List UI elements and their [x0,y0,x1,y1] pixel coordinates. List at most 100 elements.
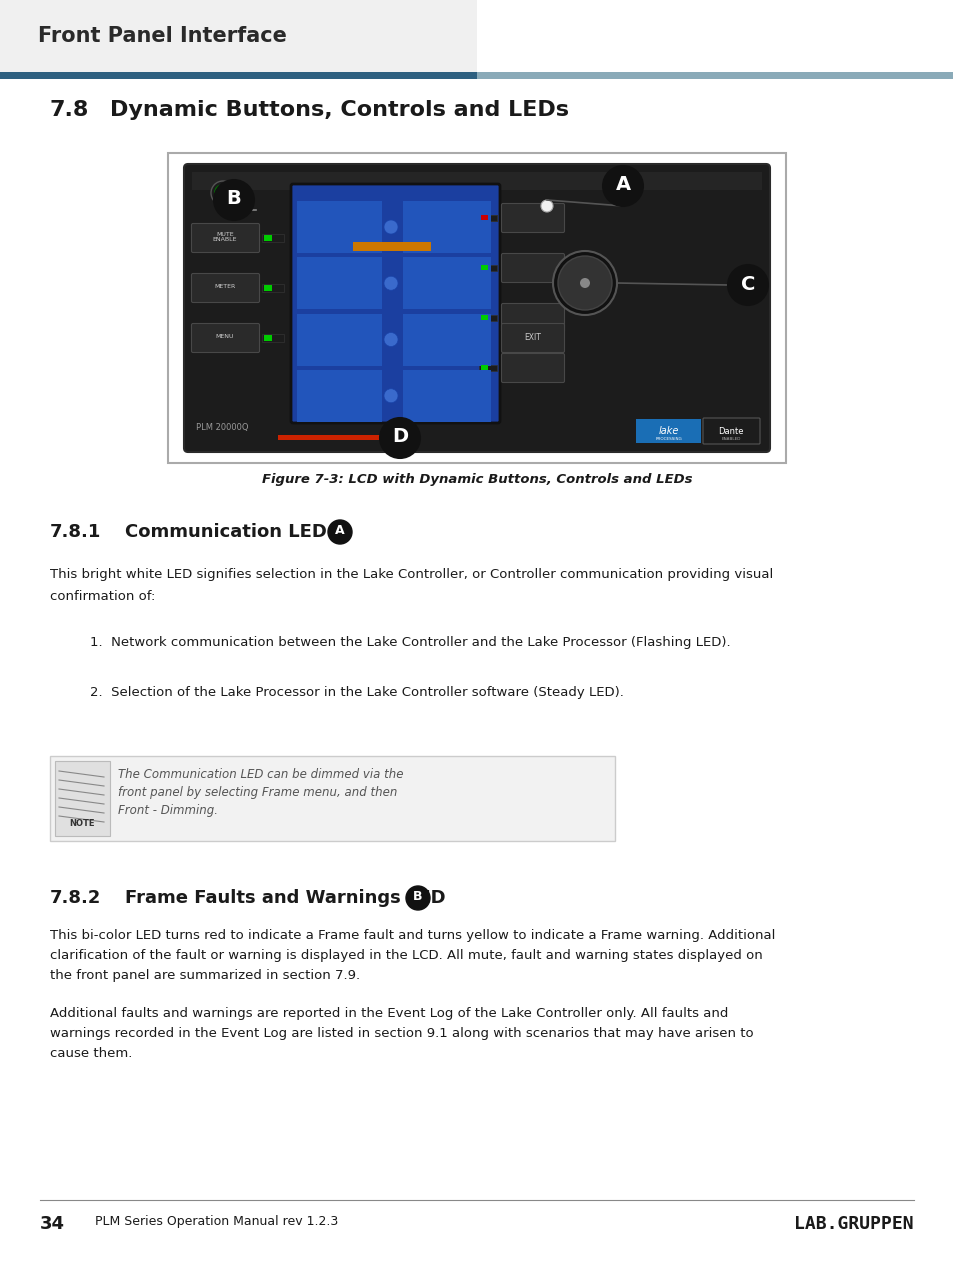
Circle shape [558,256,612,309]
Bar [353,242,431,251]
Bar [168,153,785,463]
Circle shape [540,200,553,212]
Text: NOTE: NOTE [70,819,95,828]
FancyBboxPatch shape [501,323,564,353]
Bar [480,216,488,221]
Bar [277,435,413,440]
Circle shape [328,520,352,544]
FancyBboxPatch shape [501,254,564,283]
Circle shape [602,166,642,205]
Text: Front Panel Interface: Front Panel Interface [38,27,287,46]
Bar [296,313,381,365]
Circle shape [384,389,397,403]
Circle shape [384,332,397,346]
Circle shape [379,418,419,458]
Bar [296,202,381,254]
Circle shape [213,184,232,202]
Bar [476,0,953,72]
Bar [264,335,272,341]
Bar [50,756,615,841]
Bar [296,370,381,422]
Text: A: A [335,525,344,538]
Circle shape [384,276,397,290]
Bar [636,418,700,443]
Circle shape [384,221,397,235]
Text: 2.  Selection of the Lake Processor in the Lake Controller software (Steady LED): 2. Selection of the Lake Processor in th… [90,686,623,699]
Text: PROCESSING: PROCESSING [655,437,681,441]
Bar [402,370,491,422]
Bar [478,314,497,321]
Bar [264,235,272,241]
Text: This bright white LED signifies selection in the Lake Controller, or Controller : This bright white LED signifies selectio… [50,568,773,581]
Text: 34: 34 [40,1215,65,1232]
Text: Dante: Dante [718,426,743,435]
Text: LAB.GRUPPEN: LAB.GRUPPEN [794,1215,913,1232]
FancyBboxPatch shape [501,303,564,332]
Text: D: D [392,427,408,446]
Text: cause them.: cause them. [50,1047,132,1060]
FancyBboxPatch shape [501,354,564,383]
Text: The Communication LED can be dimmed via the
front panel by selecting Frame menu,: The Communication LED can be dimmed via … [118,768,403,817]
Text: Frame Faults and Warnings LED: Frame Faults and Warnings LED [125,889,445,907]
Text: C: C [740,274,755,293]
Text: lake: lake [659,426,679,436]
Bar [478,216,497,221]
Text: 1.  Network communication between the Lake Controller and the Lake Processor (Fl: 1. Network communication between the Lak… [90,637,730,649]
Text: confirmation of:: confirmation of: [50,590,155,604]
Bar [478,265,497,271]
Bar [264,285,272,290]
Bar [55,761,110,836]
Bar [480,216,488,221]
FancyBboxPatch shape [702,418,760,444]
FancyBboxPatch shape [184,164,769,451]
Bar [476,72,953,79]
Bar [480,365,488,370]
Bar [262,284,284,292]
Text: MUTE
ENABLE: MUTE ENABLE [213,232,237,242]
Text: Figure 7-3: LCD with Dynamic Buttons, Controls and LEDs: Figure 7-3: LCD with Dynamic Buttons, Co… [261,473,692,486]
Text: warnings recorded in the Event Log are listed in section 9.1 along with scenario: warnings recorded in the Event Log are l… [50,1027,753,1040]
Bar [192,172,761,190]
Text: Dynamic Buttons, Controls and LEDs: Dynamic Buttons, Controls and LEDs [110,100,568,120]
FancyBboxPatch shape [192,274,259,303]
Circle shape [211,181,234,205]
Circle shape [727,265,767,306]
FancyBboxPatch shape [192,323,259,353]
Text: the front panel are summarized in section 7.9.: the front panel are summarized in sectio… [50,969,359,981]
Bar [478,365,497,372]
Bar [262,333,284,342]
Text: A: A [615,175,630,194]
Text: This bi-color LED turns red to indicate a Frame fault and turns yellow to indica: This bi-color LED turns red to indicate … [50,929,775,942]
Bar [480,265,488,270]
Text: 7.8.1: 7.8.1 [50,522,101,541]
Text: 7.8: 7.8 [50,100,90,120]
FancyBboxPatch shape [501,203,564,232]
FancyBboxPatch shape [291,184,499,424]
Circle shape [213,180,253,221]
Text: Communication LED: Communication LED [125,522,327,541]
Bar [262,235,284,242]
Bar [0,72,476,79]
Text: METER: METER [214,284,235,289]
Bar [296,257,381,309]
Circle shape [553,251,617,314]
Bar [478,216,497,221]
Text: ENABLED: ENABLED [720,437,740,441]
Text: B: B [413,890,422,904]
Bar [480,314,488,320]
Text: Additional faults and warnings are reported in the Event Log of the Lake Control: Additional faults and warnings are repor… [50,1007,727,1019]
Bar [402,257,491,309]
Bar [402,202,491,254]
Circle shape [579,278,589,288]
Text: PLM Series Operation Manual rev 1.2.3: PLM Series Operation Manual rev 1.2.3 [95,1215,338,1227]
Bar [0,0,476,72]
Text: clarification of the fault or warning is displayed in the LCD. All mute, fault a: clarification of the fault or warning is… [50,948,762,962]
Text: B: B [227,189,241,208]
Text: 7.8.2: 7.8.2 [50,889,101,907]
Text: EXIT: EXIT [524,332,541,341]
Text: PLM 20000Q: PLM 20000Q [195,424,248,432]
Text: MENU: MENU [215,335,234,340]
Bar [402,313,491,365]
FancyBboxPatch shape [192,223,259,252]
Circle shape [406,886,430,910]
